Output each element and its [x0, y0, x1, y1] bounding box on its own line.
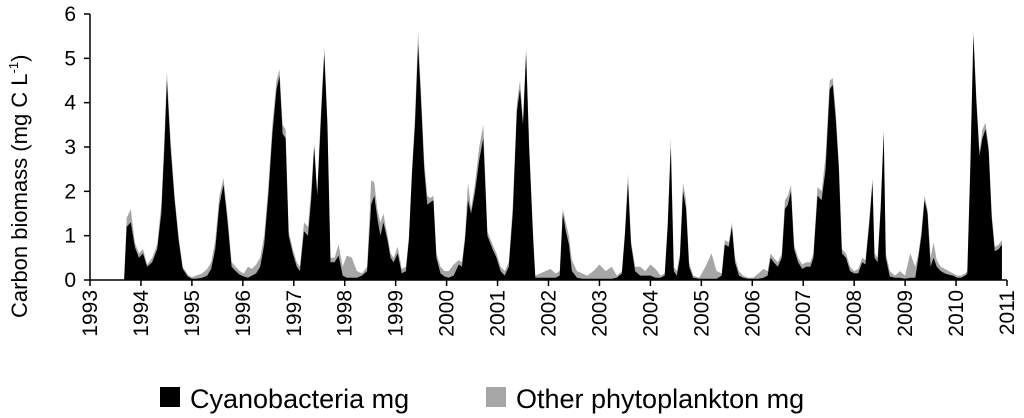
x-tick-label: 2009: [894, 290, 917, 337]
x-tick-label: 2006: [741, 290, 764, 337]
x-tick-label: 2010: [945, 290, 968, 337]
x-tick-label: 2011: [996, 290, 1019, 335]
y-tick-label: 1: [64, 225, 76, 248]
x-tick-label: 1993: [79, 290, 102, 337]
x-tick-label: 1994: [130, 290, 153, 337]
x-tick-label: 1998: [334, 290, 357, 337]
x-tick-label: 2004: [639, 290, 662, 337]
x-tick-label: 2008: [843, 290, 866, 337]
legend-label-cyanobacteria: Cyanobacteria mg: [190, 384, 409, 414]
y-axis-title-close: ): [7, 55, 32, 62]
y-axis-title-main: Carbon biomass (mg C L: [7, 73, 32, 318]
legend: Cyanobacteria mg Other phytoplankton mg: [160, 384, 804, 414]
y-tick-label: 6: [64, 3, 76, 26]
x-tick-label: 1995: [181, 290, 204, 337]
x-tick-label: 2001: [487, 290, 510, 337]
x-tick-label: 1997: [283, 290, 306, 337]
y-tick-label: 4: [64, 92, 76, 115]
x-tick-label: 2002: [538, 290, 561, 337]
x-tick-label: 2005: [690, 290, 713, 337]
x-tick-label: 1996: [232, 290, 255, 337]
y-tick-label: 5: [64, 47, 76, 70]
legend-label-other-phytoplankton: Other phytoplankton mg: [516, 384, 804, 414]
series-area-cyanobacteria: [124, 36, 1002, 281]
y-tick-label: 2: [64, 180, 76, 203]
legend-swatch-cyanobacteria: [160, 387, 180, 407]
x-tick-label: 2007: [792, 290, 815, 337]
y-tick-label: 0: [64, 269, 76, 292]
x-tick-label: 2003: [588, 290, 611, 337]
y-tick-label: 3: [64, 136, 76, 159]
legend-swatch-other-phytoplankton: [486, 387, 506, 407]
x-tick-label: 1999: [385, 290, 408, 337]
x-axis-ticks: 1993 1994 1995 1996 1997 1998 1999 2000 2001 2002…: [79, 280, 1019, 337]
y-axis-ticks: 0 1 2 3 4 5 6: [64, 3, 90, 292]
x-tick-label: 2000: [436, 290, 459, 337]
y-axis-title-superscript: -1: [6, 62, 21, 74]
y-axis-title: Carbon biomass (mg C L-1): [6, 55, 32, 318]
chart-plot-area: [124, 29, 1002, 281]
